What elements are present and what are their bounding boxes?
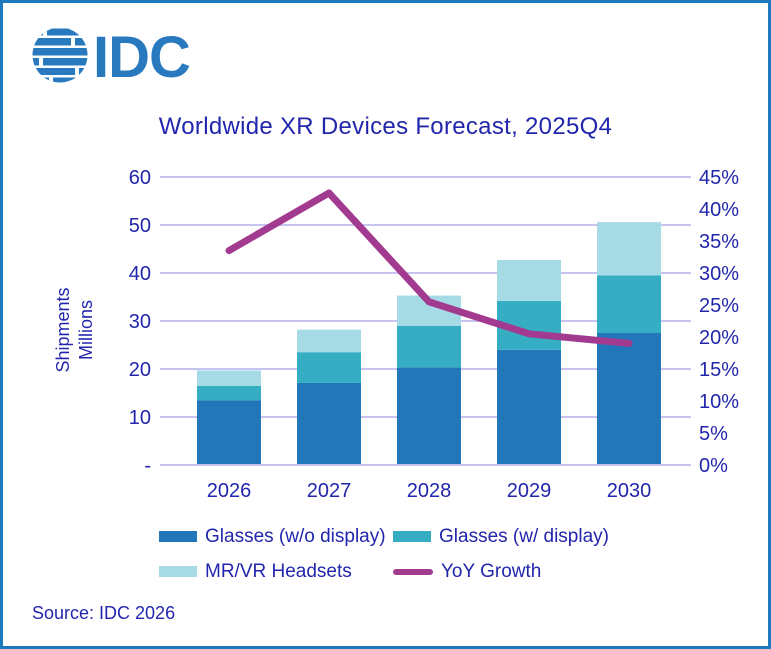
x-axis-label: 2027 <box>307 480 352 502</box>
idc-logo: IDC <box>32 25 191 86</box>
right-axis-tick-label: 15% <box>699 359 739 381</box>
legend-item-yoy-growth: YoY Growth <box>393 560 609 583</box>
bar-segment-2026-series2 <box>197 370 261 386</box>
bar-segment-2029-series0 <box>497 349 561 465</box>
x-axis-label: 2028 <box>407 480 452 502</box>
left-axis-tick-label: 20 <box>129 359 151 381</box>
bar-segment-2027-series2 <box>297 329 361 353</box>
bar-segment-2030-series1 <box>597 275 661 333</box>
x-axis-label: 2029 <box>507 480 552 502</box>
left-axis-tick-label: 30 <box>129 311 151 333</box>
legend-item-mrvr-headsets: MR/VR Headsets <box>159 560 393 583</box>
xr-forecast-chart: -1020304050600%5%10%15%20%25%30%35%40%45… <box>129 167 739 502</box>
right-axis-tick-label: 40% <box>699 199 739 221</box>
legend-label: YoY Growth <box>441 560 542 582</box>
chart-legend: Glasses (w/o display) Glasses (w/ displa… <box>159 525 609 583</box>
bar-segment-2030-series2 <box>597 222 661 276</box>
legend-item-glasses-w-display: Glasses (w/ display) <box>393 525 609 548</box>
x-axis-label: 2026 <box>207 480 252 502</box>
left-axis-tick-label: 50 <box>129 215 151 237</box>
left-axis-tick-label: - <box>144 455 151 477</box>
bar-segment-2027-series1 <box>297 352 361 383</box>
right-axis-tick-label: 10% <box>699 391 739 413</box>
legend-label: Glasses (w/ display) <box>439 525 609 547</box>
source-note: Source: IDC 2026 <box>32 603 176 623</box>
left-axis-tick-label: 40 <box>129 263 151 285</box>
legend-swatch-yoy-growth-line <box>393 568 433 575</box>
legend-swatch-mrvr-headsets <box>159 566 197 577</box>
right-axis-tick-label: 20% <box>699 327 739 349</box>
x-axis-label: 2030 <box>607 480 652 502</box>
legend-swatch-glasses-wo-display <box>159 531 197 542</box>
legend-label: Glasses (w/o display) <box>205 525 386 547</box>
left-axis-tick-label: 60 <box>129 167 151 189</box>
legend-item-glasses-wo-display: Glasses (w/o display) <box>159 525 393 548</box>
right-axis-tick-label: 0% <box>699 455 728 477</box>
legend-label: MR/VR Headsets <box>205 560 352 582</box>
right-axis-tick-label: 45% <box>699 167 739 189</box>
bar-segment-2026-series0 <box>197 400 261 465</box>
legend-swatch-glasses-w-display <box>393 531 431 542</box>
left-axis-tick-label: 10 <box>129 407 151 429</box>
bar-segment-2026-series1 <box>197 385 261 401</box>
bar-segment-2028-series0 <box>397 367 461 465</box>
right-axis-tick-label: 35% <box>699 231 739 253</box>
right-axis-tick-label: 25% <box>699 295 739 317</box>
right-axis-tick-label: 5% <box>699 423 728 445</box>
bar-segment-2028-series1 <box>397 325 461 368</box>
striped-globe-icon <box>32 28 88 83</box>
chart-title: Worldwide XR Devices Forecast, 2025Q4 <box>158 113 613 140</box>
yoy-growth-line <box>225 189 633 347</box>
idc-logo-text: IDC <box>93 25 190 86</box>
right-axis-tick-label: 30% <box>699 263 739 285</box>
bar-segment-2027-series0 <box>297 382 361 465</box>
bar-segment-2029-series2 <box>497 260 561 301</box>
bar-segment-2030-series0 <box>597 333 661 465</box>
